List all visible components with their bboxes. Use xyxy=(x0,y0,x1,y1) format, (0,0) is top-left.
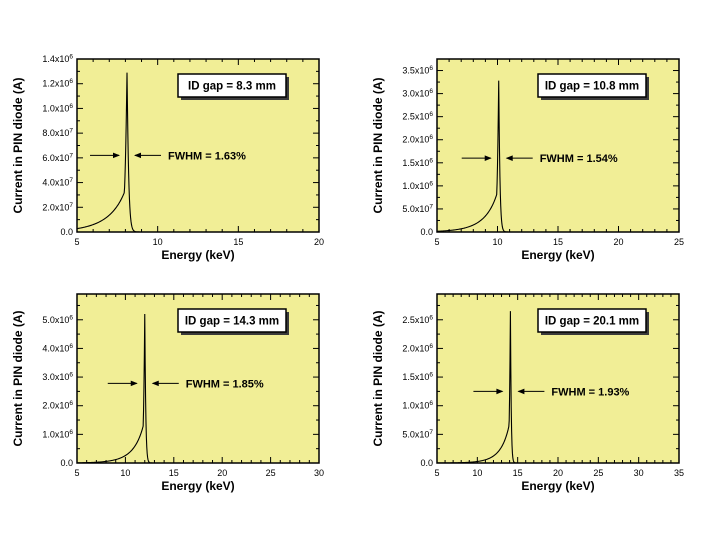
y-tick-label: 5.0x107 xyxy=(402,203,433,214)
y-tick-label: 0.0 xyxy=(60,227,73,237)
id-gap-label: ID gap = 14.3 mm xyxy=(185,316,279,328)
fwhm-label: FWHM = 1.54% xyxy=(540,153,618,165)
y-tick-label: 2.5x106 xyxy=(402,111,433,122)
fwhm-right-arrowhead-icon xyxy=(517,388,525,395)
x-tick-label: 5 xyxy=(434,468,439,478)
spectrum-curve xyxy=(77,72,319,232)
x-tick-label: 15 xyxy=(233,237,243,247)
y-tick-label: 8.0x107 xyxy=(42,128,73,139)
fwhm-label: FWHM = 1.63% xyxy=(168,150,246,162)
y-tick-label: 4.0x107 xyxy=(42,177,73,188)
x-axis-title: Energy (keV) xyxy=(161,248,234,262)
fwhm-label: FWHM = 1.85% xyxy=(186,378,264,390)
x-tick-label: 20 xyxy=(553,468,563,478)
x-tick-label: 10 xyxy=(472,468,482,478)
y-tick-label: 6.0x107 xyxy=(42,152,73,163)
fwhm-annotation: FWHM = 1.93% xyxy=(473,386,630,398)
x-tick-label: 30 xyxy=(634,468,644,478)
axis-ticks xyxy=(76,294,320,464)
fwhm-annotation: FWHM = 1.54% xyxy=(461,153,618,165)
id-gap-label-box: ID gap = 8.3 mm xyxy=(177,73,289,100)
y-tick-label: 3.0x106 xyxy=(402,88,433,99)
chart-2: 5 10 15 20 25 0.0 5.0x107 1.0x106 1.5x106 2.0x106… xyxy=(371,58,684,262)
y-tick-label: 1.0x106 xyxy=(42,103,73,114)
fwhm-right-arrowhead-icon xyxy=(134,152,142,159)
x-axis-title: Energy (keV) xyxy=(521,248,594,262)
id-gap-box xyxy=(537,308,647,333)
y-tick-label: 5.0x107 xyxy=(402,429,433,440)
y-tick-label: 3.5x106 xyxy=(402,65,433,76)
id-gap-label: ID gap = 8.3 mm xyxy=(188,81,276,93)
x-tick-label: 20 xyxy=(217,468,227,478)
y-tick-label: 1.0x106 xyxy=(402,400,433,411)
y-tick-label: 2.5x106 xyxy=(402,314,433,325)
fwhm-right-arrowhead-icon xyxy=(505,155,513,161)
id-gap-box xyxy=(177,73,287,98)
y-tick-label: 1.2x106 xyxy=(42,78,73,89)
x-tick-label: 25 xyxy=(674,237,684,247)
id-gap-box xyxy=(177,308,287,333)
x-tick-label: 5 xyxy=(434,237,439,247)
y-tick-label: 1.4x106 xyxy=(42,54,73,65)
y-axis-title: Current in PIN diode (A) xyxy=(371,78,385,214)
y-tick-label: 5.0x106 xyxy=(42,314,73,325)
id-gap-box xyxy=(537,73,647,98)
id-gap-label: ID gap = 20.1 mm xyxy=(545,316,639,328)
y-tick-label: 1.0x106 xyxy=(42,429,73,440)
fwhm-left-arrowhead-icon xyxy=(496,388,504,395)
x-tick-label: 10 xyxy=(492,237,502,247)
y-tick-label: 2.0x106 xyxy=(402,343,433,354)
x-tick-label: 5 xyxy=(74,468,79,478)
y-tick-label: 1.5x106 xyxy=(402,157,433,168)
chart-1: 5 10 15 20 0.0 2.0x107 4.0x107 6.0x107 8.0x107 1.… xyxy=(11,54,324,263)
x-axis-title: Energy (keV) xyxy=(521,479,594,493)
axis-ticks xyxy=(436,294,680,464)
fwhm-left-arrowhead-icon xyxy=(113,152,121,159)
y-tick-label: 0.0 xyxy=(60,458,73,468)
chart-4: 5 10 15 20 25 30 35 0.0 5.0x107 1.0x106 1.5x106 2.0… xyxy=(371,293,684,493)
x-tick-label: 30 xyxy=(314,468,324,478)
y-axis-title: Current in PIN diode (A) xyxy=(371,311,385,447)
y-tick-label: 1.5x106 xyxy=(402,372,433,383)
y-tick-label: 3.0x106 xyxy=(42,372,73,383)
x-tick-label: 15 xyxy=(553,237,563,247)
id-gap-label-box: ID gap = 10.8 mm xyxy=(537,73,649,100)
spectrum-curve xyxy=(437,80,679,232)
x-tick-label: 15 xyxy=(513,468,523,478)
fwhm-annotation: FWHM = 1.63% xyxy=(90,150,246,162)
x-tick-label: 25 xyxy=(266,468,276,478)
x-tick-label: 20 xyxy=(613,237,623,247)
fwhm-annotation: FWHM = 1.85% xyxy=(107,378,264,390)
y-tick-label: 4.0x106 xyxy=(42,343,73,354)
x-tick-label: 5 xyxy=(74,237,79,247)
y-tick-label: 2.0x107 xyxy=(42,202,73,213)
spectrum-curve xyxy=(437,311,679,463)
x-tick-label: 25 xyxy=(593,468,603,478)
x-tick-label: 15 xyxy=(169,468,179,478)
fwhm-label: FWHM = 1.93% xyxy=(551,386,629,398)
y-tick-label: 1.0x106 xyxy=(402,180,433,191)
x-tick-label: 10 xyxy=(120,468,130,478)
y-axis-title: Current in PIN diode (A) xyxy=(11,78,25,214)
fwhm-left-arrowhead-icon xyxy=(484,155,492,161)
x-tick-label: 35 xyxy=(674,468,684,478)
id-gap-label-box: ID gap = 14.3 mm xyxy=(177,308,289,335)
y-tick-label: 2.0x106 xyxy=(402,134,433,145)
id-gap-label-box: ID gap = 20.1 mm xyxy=(537,308,649,335)
fwhm-left-arrowhead-icon xyxy=(130,380,138,387)
y-tick-label: 0.0 xyxy=(420,458,433,468)
spectrum-curve xyxy=(77,314,319,463)
y-axis-title: Current in PIN diode (A) xyxy=(11,311,25,447)
x-tick-label: 10 xyxy=(153,237,163,247)
x-axis-title: Energy (keV) xyxy=(161,479,234,493)
y-tick-label: 2.0x106 xyxy=(42,400,73,411)
fwhm-right-arrowhead-icon xyxy=(151,380,159,387)
id-gap-label: ID gap = 10.8 mm xyxy=(545,81,639,93)
x-tick-label: 20 xyxy=(314,237,324,247)
chart-3: 5 10 15 20 25 30 0.0 1.0x106 2.0x106 3.0x106 4.0x1… xyxy=(11,293,324,493)
y-tick-label: 0.0 xyxy=(420,227,433,237)
